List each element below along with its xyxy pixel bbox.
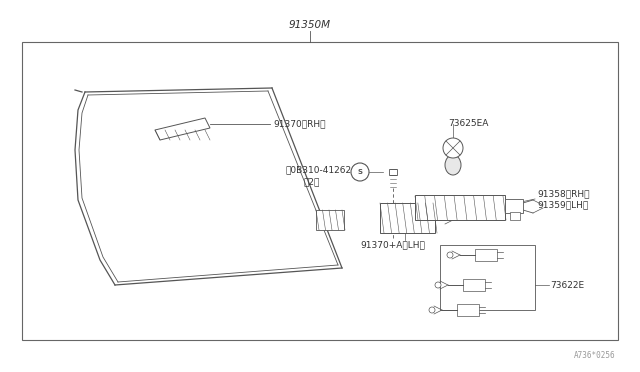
Bar xyxy=(380,203,435,233)
Circle shape xyxy=(351,163,369,181)
Bar xyxy=(463,279,485,291)
Text: 91370〈RH〉: 91370〈RH〉 xyxy=(273,119,326,128)
Text: 〈2〉: 〈2〉 xyxy=(304,177,321,186)
Text: 73625EA: 73625EA xyxy=(448,119,488,128)
Bar xyxy=(505,199,523,213)
Bar xyxy=(440,245,535,310)
Bar xyxy=(316,210,344,230)
Circle shape xyxy=(447,252,453,258)
Circle shape xyxy=(443,138,463,158)
Ellipse shape xyxy=(445,155,461,175)
Text: S: S xyxy=(358,169,362,175)
Bar xyxy=(457,304,479,316)
Text: 91358〈RH〉: 91358〈RH〉 xyxy=(537,189,589,199)
Text: 91350M: 91350M xyxy=(289,20,331,30)
Text: A736*0256: A736*0256 xyxy=(573,351,615,360)
Text: 91359〈LH〉: 91359〈LH〉 xyxy=(537,201,588,209)
Polygon shape xyxy=(155,118,210,140)
Text: 73622E: 73622E xyxy=(550,280,584,289)
Bar xyxy=(475,249,497,261)
Circle shape xyxy=(435,282,441,288)
Text: 91370+A〈LH〉: 91370+A〈LH〉 xyxy=(360,241,425,250)
Text: ⒖0B310-41262: ⒖0B310-41262 xyxy=(286,166,352,174)
Bar xyxy=(22,42,618,340)
Bar xyxy=(510,212,520,220)
Bar xyxy=(389,169,397,175)
Circle shape xyxy=(429,307,435,313)
Bar xyxy=(415,195,505,220)
